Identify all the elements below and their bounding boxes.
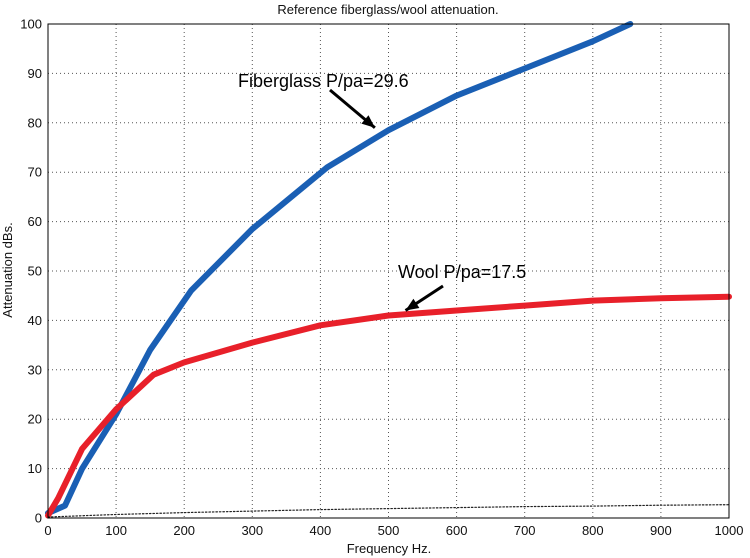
- x-tick-label: 700: [514, 523, 536, 538]
- y-tick-label: 20: [28, 412, 42, 427]
- y-tick-label: 30: [28, 362, 42, 377]
- fiberglass-annotation-arrowhead: [361, 115, 375, 128]
- y-tick-label: 10: [28, 461, 42, 476]
- y-tick-label: 80: [28, 115, 42, 130]
- x-tick-label: 400: [310, 523, 332, 538]
- x-tick-label: 900: [650, 523, 672, 538]
- wool-annotation-arrowhead: [405, 298, 420, 311]
- annotations: Fiberglass P/pa=29.6 Wool P/pa=17.5: [238, 71, 526, 312]
- x-tick-label: 300: [241, 523, 263, 538]
- x-tick-label: 500: [378, 523, 400, 538]
- chart-title: Reference fiberglass/wool attenuation.: [277, 2, 498, 17]
- x-tick-label: 1000: [715, 523, 744, 538]
- y-tick-label: 40: [28, 313, 42, 328]
- x-tick-label: 200: [173, 523, 195, 538]
- fiberglass-series-line: [45, 21, 634, 517]
- x-axis-label: Frequency Hz.: [347, 541, 432, 556]
- y-tick-label: 100: [20, 17, 42, 32]
- x-tick-label: 0: [44, 523, 51, 538]
- y-tick-label: 0: [35, 511, 42, 526]
- axis-ticks: 0 100 200 300 400 500 600 700 800 900 1000 0 10 20 30 4…: [20, 17, 743, 539]
- x-tick-label: 100: [105, 523, 127, 538]
- y-tick-label: 70: [28, 165, 42, 180]
- y-tick-label: 90: [28, 66, 42, 81]
- series-group: [45, 21, 732, 519]
- plot-frame: [47, 23, 730, 519]
- wool-annotation-label: Wool P/pa=17.5: [398, 262, 526, 282]
- y-axis-label: Attenuation dBs.: [0, 222, 15, 317]
- x-tick-label: 800: [582, 523, 604, 538]
- fiberglass-annotation-label: Fiberglass P/pa=29.6: [238, 71, 409, 91]
- wool-series-line: [45, 293, 732, 519]
- grid: [48, 24, 729, 518]
- reference-dotted-series-line: [47, 504, 730, 518]
- y-tick-label: 60: [28, 214, 42, 229]
- x-tick-label: 600: [446, 523, 468, 538]
- y-tick-label: 50: [28, 264, 42, 279]
